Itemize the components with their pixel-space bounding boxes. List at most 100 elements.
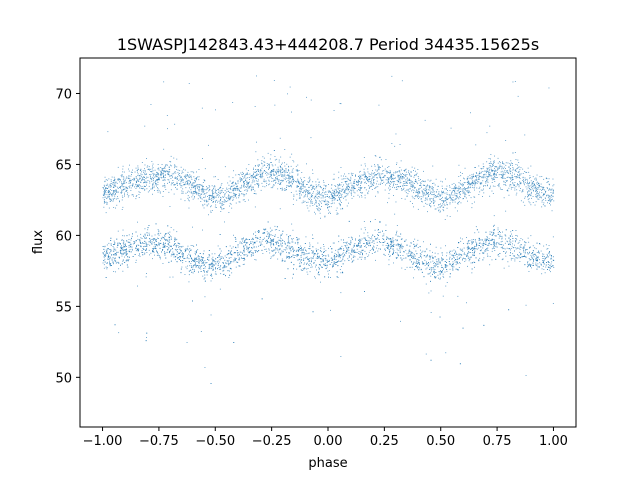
data-point [243, 263, 245, 265]
data-point [152, 180, 154, 181]
data-point [478, 260, 480, 262]
data-point [138, 175, 140, 177]
data-point [386, 170, 388, 172]
data-point [499, 187, 501, 189]
data-point [522, 191, 524, 192]
data-point [542, 204, 544, 206]
data-point [293, 198, 294, 200]
data-point [493, 232, 494, 233]
data-point [182, 255, 184, 257]
data-point [218, 267, 220, 268]
data-point [524, 197, 526, 199]
data-point [302, 184, 304, 186]
data-point [539, 194, 541, 196]
data-point [427, 254, 428, 256]
data-point [364, 187, 366, 188]
data-point [399, 247, 401, 249]
data-point [424, 200, 426, 201]
data-point [301, 185, 303, 187]
data-point [102, 187, 104, 189]
data-point [306, 190, 307, 192]
data-point [443, 206, 445, 208]
data-point [310, 99, 312, 101]
data-point [418, 198, 419, 199]
data-point [315, 202, 316, 204]
data-point [104, 258, 106, 260]
data-point [191, 192, 193, 194]
data-point [108, 192, 109, 194]
data-point [118, 268, 120, 270]
data-point [138, 194, 140, 195]
data-point [257, 166, 259, 167]
data-point [435, 178, 437, 180]
data-point [263, 178, 265, 180]
data-point [353, 186, 355, 188]
data-point [396, 188, 398, 190]
data-point [300, 186, 302, 188]
data-point [487, 247, 489, 249]
data-point [376, 180, 378, 182]
data-point [268, 179, 270, 181]
data-point [337, 184, 339, 185]
data-point [219, 202, 221, 204]
data-point [136, 181, 137, 183]
data-point [144, 182, 146, 183]
data-point [542, 187, 544, 189]
data-point [291, 153, 293, 155]
data-point [462, 198, 464, 200]
data-point [503, 181, 505, 183]
data-point [405, 182, 407, 184]
data-point [167, 128, 168, 130]
data-point [273, 184, 275, 186]
data-point [105, 192, 107, 194]
data-point [515, 177, 517, 179]
data-point [470, 183, 472, 185]
data-point [533, 190, 534, 192]
data-point [519, 240, 521, 242]
data-point [245, 174, 247, 176]
data-point [153, 178, 154, 179]
data-point [326, 202, 328, 204]
data-point [365, 181, 366, 183]
data-point [224, 194, 226, 196]
data-point [418, 188, 420, 190]
data-point [403, 181, 405, 182]
data-point [265, 248, 267, 250]
data-point [243, 199, 245, 201]
data-point [114, 197, 116, 199]
data-point [284, 162, 285, 164]
data-point [467, 190, 469, 192]
data-point [106, 183, 108, 185]
data-point [220, 186, 221, 188]
data-point [339, 190, 341, 191]
data-point [349, 187, 350, 188]
data-point [378, 183, 380, 185]
data-point [358, 189, 359, 190]
data-point [359, 174, 361, 176]
data-point [323, 180, 324, 182]
data-point [467, 187, 469, 189]
data-point [192, 194, 194, 196]
data-point [228, 253, 230, 255]
data-point [179, 173, 180, 174]
data-point [488, 171, 490, 173]
data-point [468, 177, 470, 179]
data-point [339, 103, 341, 104]
data-point [155, 184, 157, 186]
data-point [353, 249, 355, 251]
data-point [405, 174, 407, 176]
data-point [119, 186, 121, 188]
data-point [237, 189, 238, 191]
data-point [137, 169, 138, 171]
data-point [524, 177, 526, 179]
data-point [395, 187, 397, 188]
data-point [297, 169, 299, 171]
data-point [488, 243, 490, 244]
data-point [346, 185, 348, 187]
data-point [349, 179, 351, 181]
data-point [111, 195, 113, 197]
data-point [380, 183, 381, 185]
data-point [110, 183, 112, 184]
data-point [311, 189, 312, 191]
data-point [160, 172, 162, 174]
